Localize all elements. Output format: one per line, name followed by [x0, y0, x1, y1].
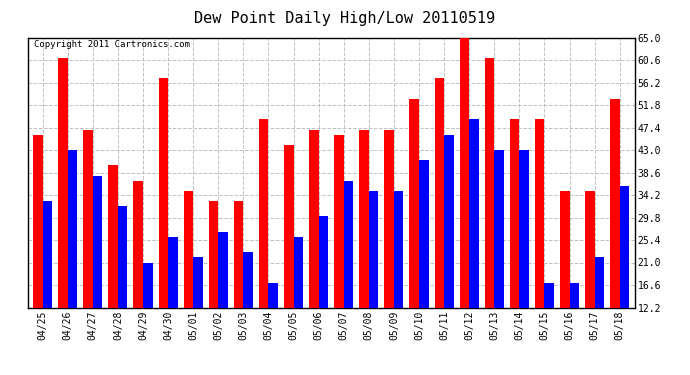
Bar	[218, 232, 228, 308]
Bar	[359, 129, 369, 308]
Bar	[108, 165, 118, 308]
Bar	[209, 201, 218, 308]
Bar	[68, 150, 77, 308]
Bar	[510, 119, 520, 308]
Bar	[133, 181, 143, 308]
Bar	[319, 216, 328, 308]
Text: Copyright 2011 Cartronics.com: Copyright 2011 Cartronics.com	[34, 40, 190, 49]
Bar	[259, 119, 268, 308]
Bar	[544, 283, 554, 308]
Bar	[485, 58, 494, 308]
Bar	[535, 119, 544, 308]
Bar	[569, 283, 579, 308]
Bar	[334, 135, 344, 308]
Bar	[560, 191, 569, 308]
Bar	[344, 181, 353, 308]
Bar	[419, 160, 428, 308]
Bar	[58, 58, 68, 308]
Bar	[244, 252, 253, 308]
Bar	[620, 186, 629, 308]
Bar	[143, 262, 152, 308]
Bar	[83, 129, 93, 308]
Bar	[159, 78, 168, 308]
Bar	[118, 206, 128, 308]
Bar	[585, 191, 595, 308]
Bar	[435, 78, 444, 308]
Bar	[460, 38, 469, 308]
Bar	[394, 191, 404, 308]
Bar	[293, 237, 303, 308]
Bar	[309, 129, 319, 308]
Bar	[409, 99, 419, 308]
Bar	[284, 145, 293, 308]
Bar	[184, 191, 193, 308]
Bar	[610, 99, 620, 308]
Bar	[33, 135, 43, 308]
Bar	[93, 176, 102, 308]
Bar	[268, 283, 278, 308]
Bar	[469, 119, 479, 308]
Bar	[444, 135, 453, 308]
Bar	[384, 129, 394, 308]
Bar	[193, 257, 203, 307]
Text: Dew Point Daily High/Low 20110519: Dew Point Daily High/Low 20110519	[195, 11, 495, 26]
Bar	[520, 150, 529, 308]
Bar	[168, 237, 177, 308]
Bar	[369, 191, 378, 308]
Bar	[43, 201, 52, 308]
Bar	[494, 150, 504, 308]
Bar	[595, 257, 604, 307]
Bar	[234, 201, 244, 308]
